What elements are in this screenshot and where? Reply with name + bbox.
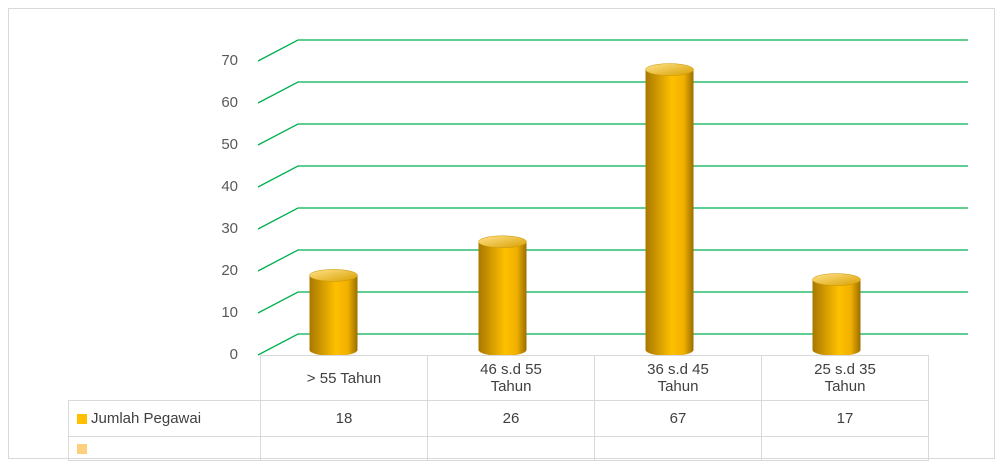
chart-frame bbox=[8, 8, 995, 459]
cylinder-top bbox=[812, 273, 861, 286]
cylinder-body bbox=[309, 275, 358, 356]
grid-line bbox=[257, 291, 968, 314]
y-tick-label: 60 bbox=[221, 94, 238, 111]
legend-swatch bbox=[77, 413, 87, 424]
cylinder-top bbox=[645, 63, 694, 76]
cylinder-body bbox=[645, 69, 694, 356]
grid-line bbox=[257, 123, 968, 146]
y-tick-label: 70 bbox=[221, 52, 238, 69]
grid-line bbox=[257, 333, 968, 356]
table-value: 67 bbox=[594, 400, 762, 437]
y-tick-label: 20 bbox=[221, 262, 238, 279]
table-value: 17 bbox=[761, 400, 929, 437]
x-tick-label: 46 s.d 55 Tahun bbox=[427, 355, 595, 401]
x-tick-label: 25 s.d 35 Tahun bbox=[761, 355, 929, 401]
y-tick-label: 50 bbox=[221, 136, 238, 153]
table-value: 26 bbox=[427, 400, 595, 437]
grid-line bbox=[257, 39, 968, 62]
cylinder-body bbox=[478, 241, 527, 356]
table-value: 18 bbox=[260, 400, 428, 437]
cylinder-top bbox=[309, 269, 358, 282]
y-tick-label: 40 bbox=[221, 178, 238, 195]
bar bbox=[812, 273, 861, 356]
cylinder-body bbox=[812, 279, 861, 356]
grid-line bbox=[257, 207, 968, 230]
y-tick-label: 30 bbox=[221, 220, 238, 237]
y-tick-label: 0 bbox=[230, 346, 238, 363]
legend-swatch bbox=[77, 443, 87, 454]
bar bbox=[309, 269, 358, 356]
grid-line bbox=[257, 81, 968, 104]
cylinder-top bbox=[478, 235, 527, 249]
table-value bbox=[260, 436, 428, 461]
grid-line bbox=[257, 165, 968, 188]
table-value bbox=[427, 436, 595, 461]
bar bbox=[478, 235, 527, 356]
legend-entry: Jumlah Pegawai bbox=[68, 400, 261, 437]
table-value bbox=[761, 436, 929, 461]
y-tick-label: 10 bbox=[221, 304, 238, 321]
legend-label: Jumlah Pegawai bbox=[91, 410, 202, 427]
x-tick-label: > 55 Tahun bbox=[260, 355, 428, 401]
bar bbox=[645, 63, 694, 356]
table-value bbox=[594, 436, 762, 461]
x-tick-label: 36 s.d 45 Tahun bbox=[594, 355, 762, 401]
grid-line bbox=[257, 249, 968, 272]
legend-entry bbox=[68, 436, 261, 461]
